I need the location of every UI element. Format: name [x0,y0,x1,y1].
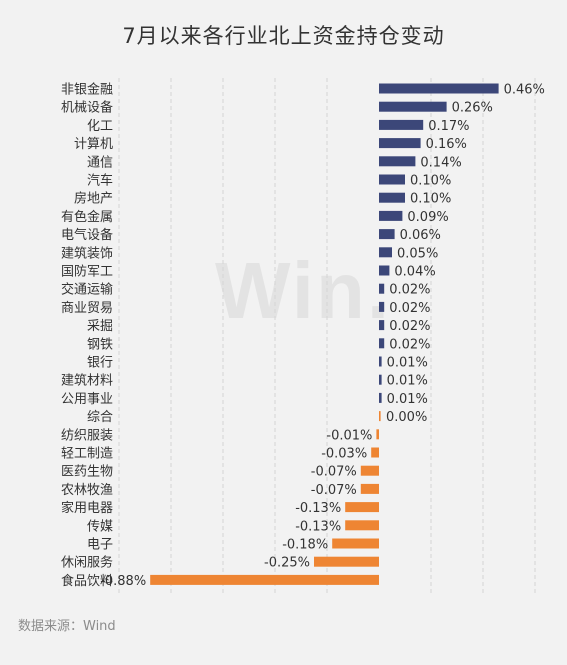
category-label: 电子 [87,538,113,553]
bar [379,356,382,367]
value-label: 0.46% [504,83,545,98]
source-note: 数据来源：Wind [18,619,116,634]
category-label: 家用电器 [61,500,113,516]
value-label: 0.02% [389,319,430,334]
bar [379,374,382,385]
bar [379,411,381,422]
category-label: 国防军工 [61,264,113,280]
value-label: -0.25% [264,556,310,571]
bar [379,229,395,240]
value-label: 0.09% [407,210,448,225]
value-label: 0.01% [387,392,428,407]
bar [379,138,421,149]
category-label: 银行 [87,356,113,371]
bar [379,283,385,294]
bar [379,265,390,276]
value-label: 0.26% [452,101,493,116]
value-label: 0.02% [389,337,430,352]
category-label: 建筑材料 [61,373,113,389]
bar [379,192,405,203]
category-label: 建筑装饰 [61,245,113,261]
value-label: 0.02% [389,301,430,316]
bar [379,247,392,258]
bar [360,483,379,494]
category-label: 有色金属 [61,209,113,225]
category-label: 计算机 [74,137,113,152]
bar [379,119,424,130]
bar [345,520,379,531]
value-label: 0.02% [389,283,430,298]
category-label: 交通运输 [61,282,113,298]
bar [150,574,379,585]
value-label: 0.05% [397,246,438,261]
value-label: 0.10% [410,192,451,207]
bar [314,556,379,567]
value-label: 0.16% [426,137,467,152]
bar [371,447,379,458]
bar [376,429,379,440]
value-label: -0.01% [326,428,372,443]
category-label: 机械设备 [61,100,113,116]
bar [379,101,447,112]
value-label: 0.04% [394,265,435,280]
bar [379,174,405,185]
bar [379,301,385,312]
bar [379,320,385,331]
bar [379,83,499,94]
value-label: -0.13% [295,519,341,534]
value-label: -0.88% [100,574,146,589]
chart-title: 7月以来各行业北上资金持仓变动 [122,24,445,48]
value-label: -0.18% [282,538,328,553]
value-label: 0.14% [420,155,461,170]
category-label: 汽车 [87,173,113,189]
value-label: -0.07% [311,483,357,498]
category-label: 农林牧渔 [61,483,113,498]
bar [345,502,379,513]
category-label: 采掘 [87,319,113,334]
value-label: 0.01% [387,374,428,389]
category-label: 传媒 [87,519,113,534]
bar [379,338,385,349]
value-label: 0.17% [428,119,469,134]
value-label: 0.00% [386,410,427,425]
bar [332,538,379,549]
category-label: 化工 [87,119,113,134]
bar [360,465,379,476]
category-label: 商业贸易 [61,301,113,316]
category-label: 钢铁 [87,337,113,352]
value-label: -0.07% [311,465,357,480]
category-label: 轻工制造 [61,447,113,462]
value-label: 0.06% [400,228,441,243]
category-label: 房地产 [74,191,113,207]
value-label: 0.01% [387,356,428,371]
value-label: -0.13% [295,501,341,516]
bar [379,392,382,403]
category-label: 纺织服装 [61,428,113,443]
value-label: 0.10% [410,174,451,189]
bar [379,210,403,221]
bar [379,156,416,167]
value-label: -0.03% [321,447,367,462]
category-label: 综合 [87,410,113,425]
category-label: 公用事业 [61,392,113,407]
category-label: 电气设备 [61,227,113,243]
category-label: 食品饮料 [61,573,113,589]
category-label: 非银金融 [61,82,113,98]
category-label: 休闲服务 [61,555,113,571]
category-label: 医药生物 [61,465,113,480]
category-label: 通信 [87,155,113,170]
